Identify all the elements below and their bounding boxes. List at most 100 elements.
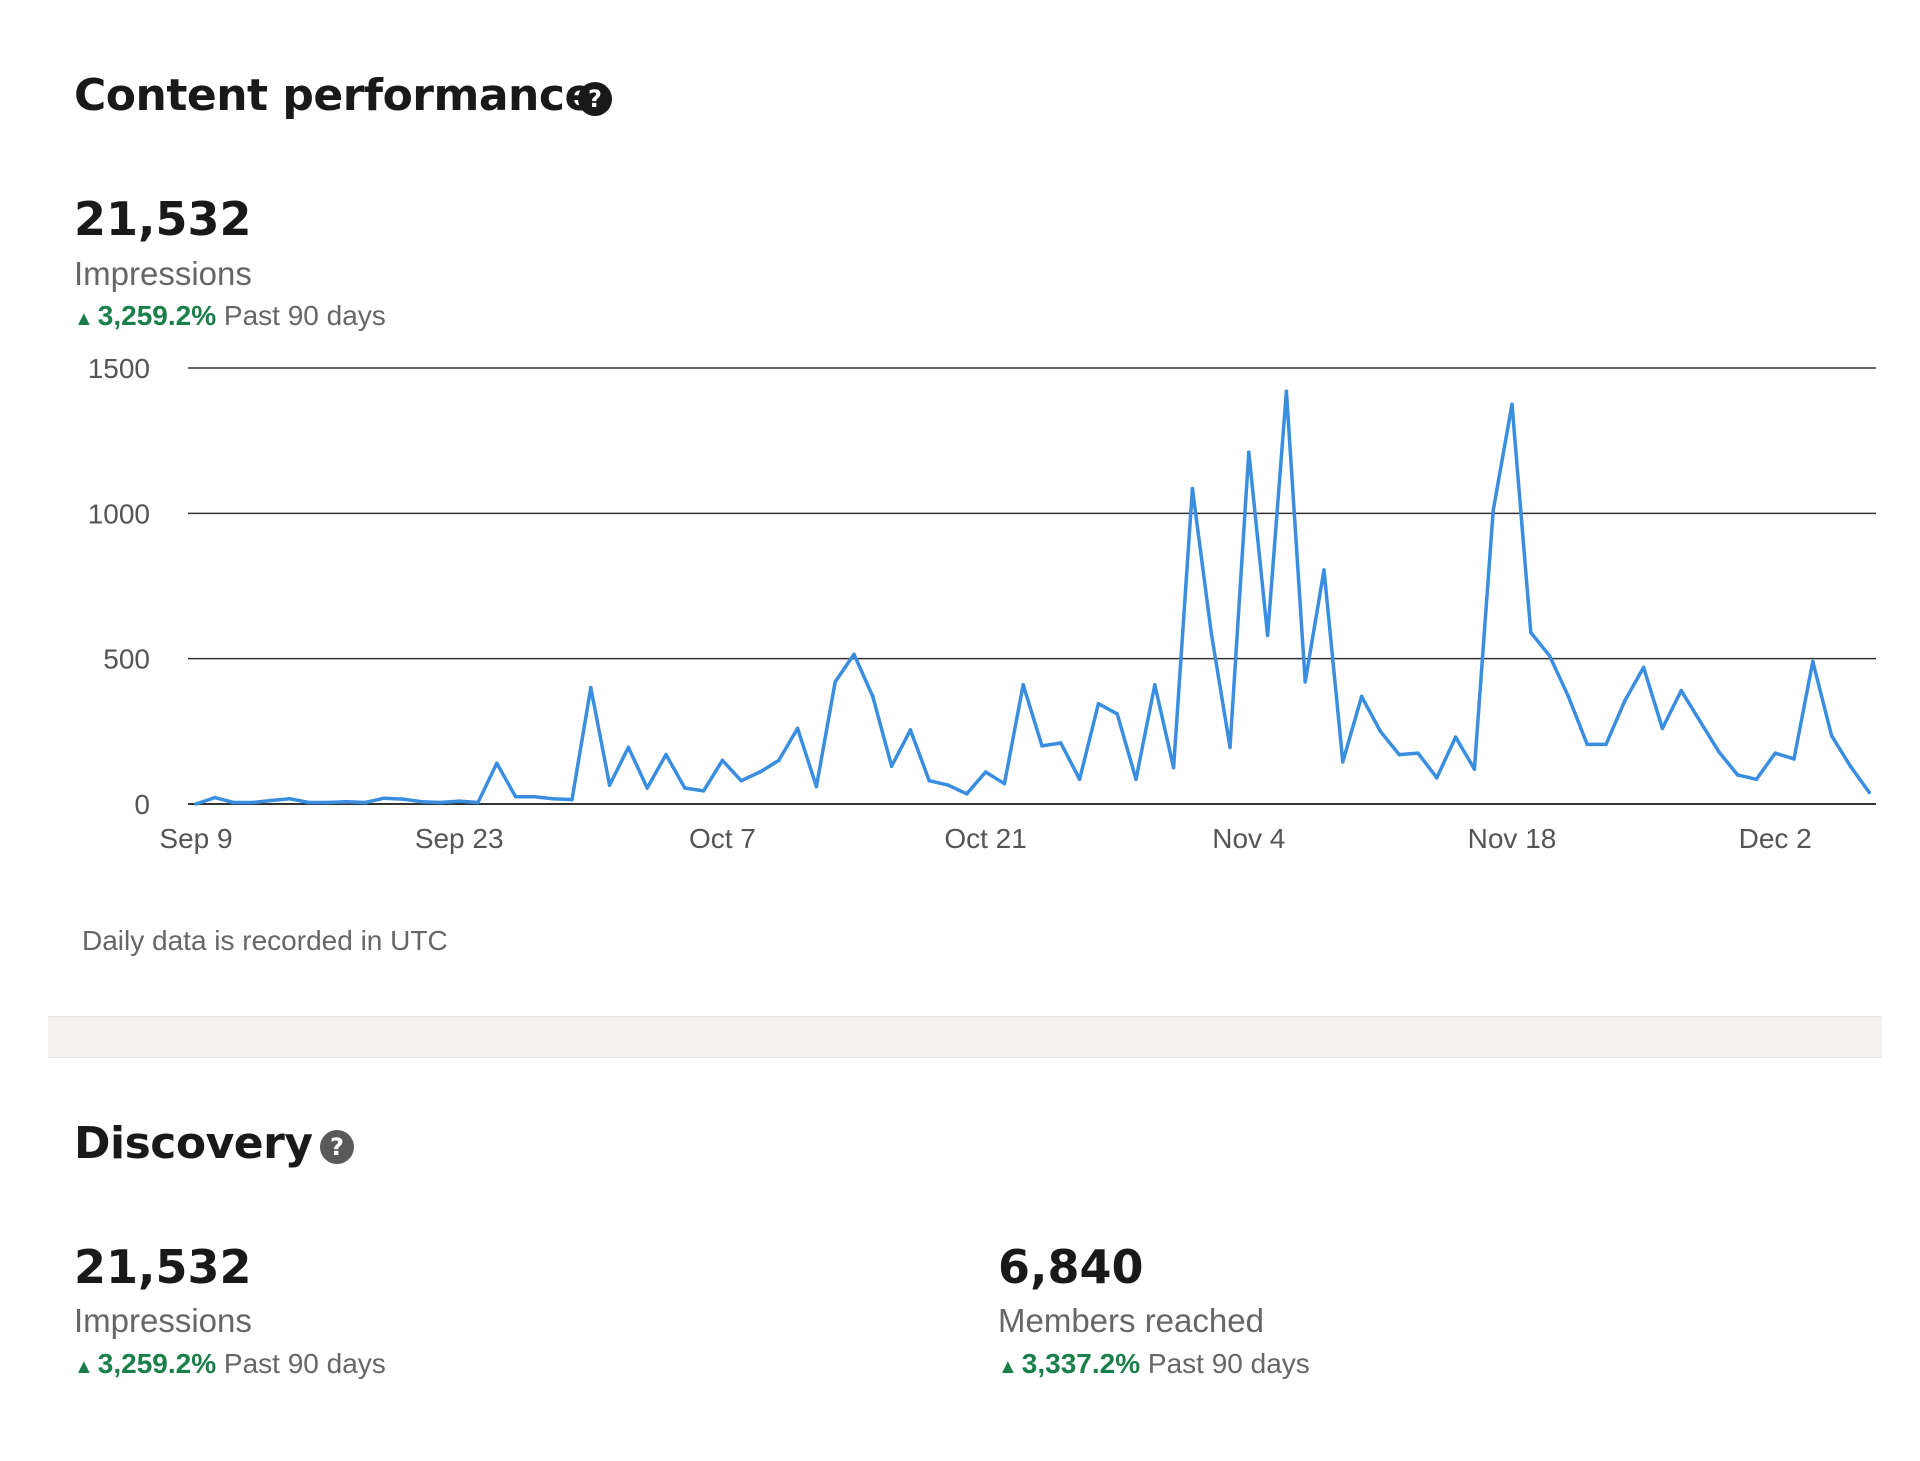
data-point — [1585, 742, 1589, 747]
data-point — [720, 758, 725, 763]
data-point — [1754, 777, 1759, 782]
data-point — [908, 728, 913, 732]
discovery-impressions-label: Impressions — [74, 1302, 252, 1339]
data-point — [401, 797, 405, 801]
discovery-impressions-value: 21,532 — [74, 1240, 252, 1294]
data-point — [495, 761, 499, 766]
trend-period: Past 90 days — [223, 300, 386, 331]
data-point — [269, 798, 274, 803]
question-circle-icon[interactable]: ? — [320, 1130, 354, 1164]
members-reached-trend: ▲ 3,337.2% Past 90 days — [998, 1348, 1310, 1380]
data-point — [1829, 733, 1834, 738]
data-point — [1059, 741, 1063, 745]
data-point — [1735, 773, 1740, 777]
data-point — [532, 794, 537, 799]
data-point — [213, 795, 217, 800]
discovery-impressions-trend: ▲ 3,259.2% Past 90 days — [74, 1348, 386, 1380]
members-reached-value: 6,840 — [998, 1240, 1144, 1294]
impressions-trend: ▲ 3,259.2% Past 90 days — [74, 300, 386, 332]
data-point — [1679, 688, 1683, 693]
data-point — [589, 685, 593, 690]
impressions-series-line — [195, 389, 1871, 806]
data-point — [1641, 665, 1646, 670]
x-tick-label: Sep 23 — [415, 823, 504, 854]
data-point — [344, 799, 349, 804]
x-tick-label: Dec 2 — [1739, 823, 1812, 854]
x-tick-label: Nov 18 — [1468, 823, 1557, 854]
y-tick-label: 0 — [134, 789, 150, 820]
trend-change: 3,259.2% — [97, 1348, 217, 1379]
trend-change: 3,259.2% — [97, 300, 217, 331]
data-point — [1265, 633, 1270, 638]
data-point — [1209, 630, 1213, 635]
data-point — [946, 783, 950, 787]
data-point — [739, 778, 743, 783]
data-point — [607, 783, 612, 787]
data-point — [871, 694, 875, 699]
data-point — [513, 794, 518, 799]
trend-up-icon: ▲ — [74, 1356, 94, 1378]
data-point — [1773, 751, 1777, 755]
data-point — [1040, 744, 1044, 748]
data-point — [1623, 699, 1627, 703]
data-point — [307, 800, 311, 805]
x-tick-label: Oct 7 — [689, 823, 756, 854]
data-point — [1322, 568, 1326, 572]
data-point — [1153, 683, 1157, 687]
data-point — [570, 797, 574, 802]
utc-footnote: Daily data is recorded in UTC — [82, 925, 448, 956]
data-point — [927, 778, 931, 783]
data-point — [626, 745, 631, 750]
data-point — [1416, 751, 1420, 755]
data-point — [194, 802, 198, 806]
data-point — [965, 792, 969, 796]
data-point — [1453, 735, 1458, 739]
data-point — [1491, 508, 1495, 513]
question-circle-icon[interactable]: ? — [578, 82, 612, 116]
trend-up-icon: ▲ — [998, 1356, 1018, 1378]
trend-up-icon: ▲ — [74, 308, 94, 330]
data-point — [1397, 752, 1401, 757]
data-point — [1303, 680, 1307, 684]
data-point — [1547, 653, 1552, 658]
data-point — [1792, 757, 1796, 761]
data-point — [795, 726, 800, 731]
data-point — [852, 652, 856, 657]
y-tick-label: 500 — [103, 644, 150, 675]
data-point — [758, 770, 762, 774]
data-point — [363, 800, 368, 805]
data-point — [814, 784, 819, 789]
x-tick-label: Nov 4 — [1212, 823, 1285, 854]
y-tick-label: 1500 — [88, 353, 150, 384]
data-point — [1435, 776, 1439, 780]
y-tick-label: 1000 — [88, 498, 150, 529]
data-point — [683, 786, 687, 790]
data-point — [1228, 745, 1232, 750]
data-point — [701, 789, 706, 793]
data-point — [250, 800, 255, 805]
data-point — [1717, 749, 1721, 754]
data-point — [1359, 694, 1364, 699]
data-point — [419, 799, 424, 804]
data-point — [1077, 777, 1082, 782]
data-point — [457, 799, 462, 803]
data-point — [1171, 765, 1176, 770]
data-point — [1698, 719, 1702, 723]
data-point — [1510, 402, 1514, 407]
data-point — [231, 800, 236, 805]
x-tick-label: Oct 21 — [944, 823, 1026, 854]
data-point — [1604, 742, 1608, 747]
data-point — [1341, 760, 1345, 764]
data-point — [889, 764, 894, 769]
data-point — [1190, 486, 1195, 491]
content-performance-title: Content performance — [74, 70, 594, 121]
data-point — [1529, 630, 1533, 635]
discovery-title: Discovery — [74, 1118, 313, 1169]
trend-change: 3,337.2% — [1021, 1348, 1141, 1379]
data-point — [777, 758, 781, 763]
data-point — [1021, 683, 1025, 687]
data-point — [476, 800, 480, 805]
data-point — [1660, 726, 1665, 731]
members-reached-label: Members reached — [998, 1302, 1264, 1339]
data-point — [288, 796, 292, 801]
